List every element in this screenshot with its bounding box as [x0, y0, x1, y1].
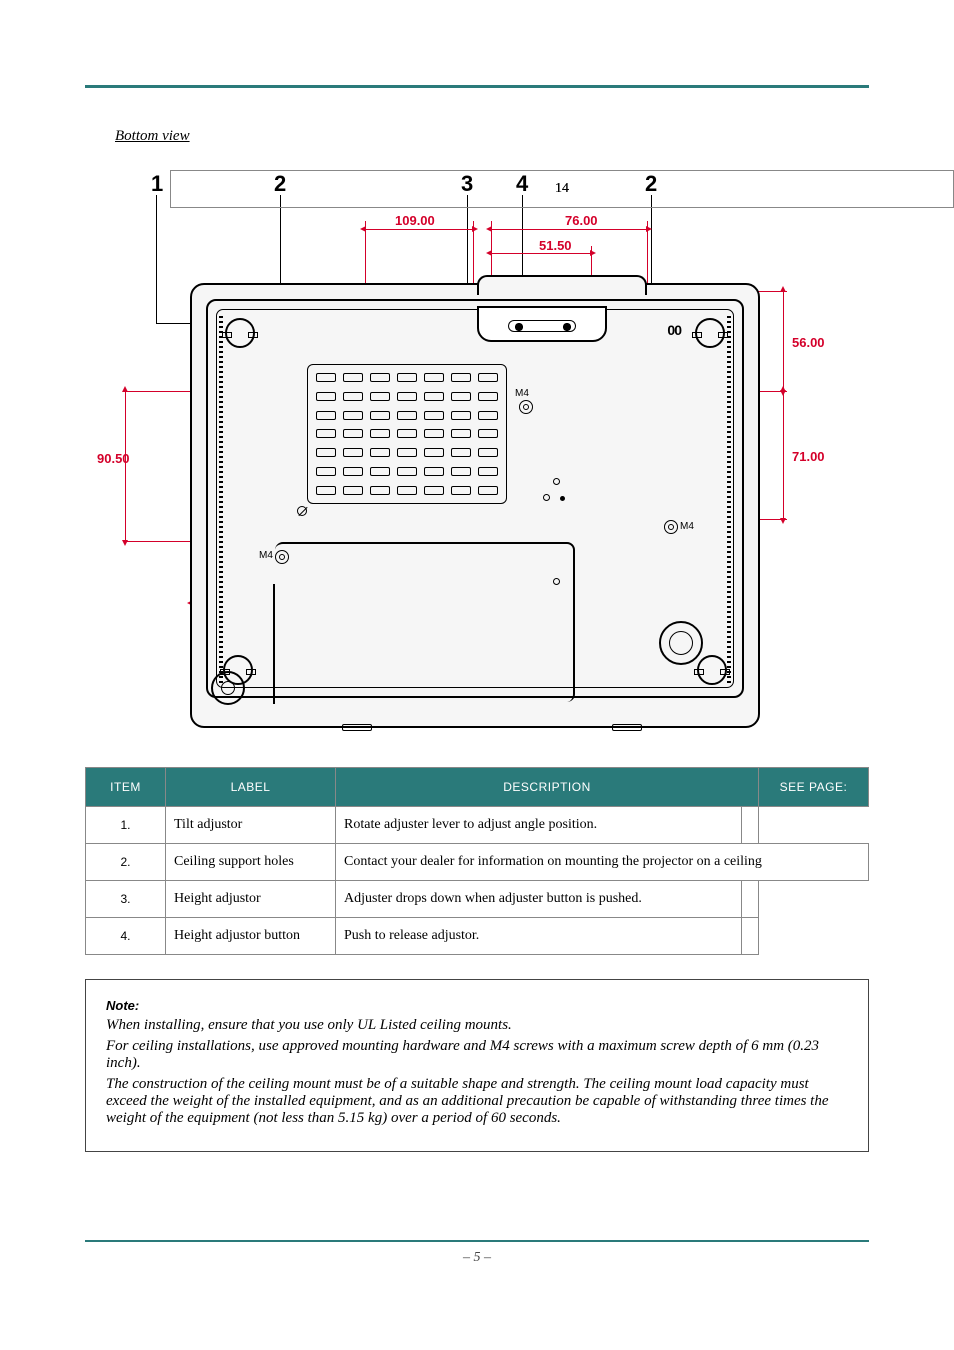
foot-r — [659, 621, 703, 665]
dimline-71 — [783, 391, 784, 519]
dim-76: 76.00 — [565, 213, 598, 228]
note-line-1: When installing, ensure that you use onl… — [106, 1017, 848, 1034]
mark-dot — [560, 496, 565, 501]
cell-item: 4. — [86, 918, 166, 955]
leader-1 — [156, 195, 157, 323]
cell-gap — [742, 807, 759, 844]
note-heading: Note: — [106, 998, 848, 1013]
mark-circle-3 — [553, 578, 560, 585]
m4-label-left: M4 — [259, 550, 273, 561]
cell-label: Ceiling support holes — [166, 844, 336, 881]
table-row: 3. Height adjustor Adjuster drops down w… — [86, 881, 869, 918]
dim-109: 109.00 — [395, 213, 435, 228]
dimline-90-5 — [125, 391, 126, 541]
top-cutout — [477, 275, 647, 295]
leader-4 — [522, 195, 523, 287]
callout-1: 1 — [151, 171, 163, 197]
header-rule — [85, 85, 869, 88]
note-line-3: The construction of the ceiling mount mu… — [106, 1076, 848, 1127]
right-ridge — [727, 316, 731, 686]
zero-label: 00 — [667, 322, 681, 338]
cell-page: 14 — [170, 170, 954, 208]
vent-grid-outline — [307, 364, 507, 504]
chassis-outline: M4 M4 M4 00 — [190, 283, 760, 728]
col-desc: DESCRIPTION — [336, 768, 759, 807]
cell-desc: Adjuster drops down when adjuster button… — [336, 881, 742, 918]
mark-ban — [297, 506, 307, 516]
ext-76-right — [647, 221, 648, 286]
cell-gap — [742, 918, 759, 955]
chassis-inner: M4 M4 M4 00 — [206, 299, 744, 698]
bottom-slot-l — [342, 724, 372, 731]
tilt-adjustor-tr — [695, 318, 725, 348]
dim-56: 56.00 — [792, 335, 825, 350]
cell-label: Height adjustor — [166, 881, 336, 918]
col-page: SEE PAGE: — [759, 768, 869, 807]
cell-desc: Rotate adjuster lever to adjust angle po… — [336, 807, 742, 844]
cell-item: 1. — [86, 807, 166, 844]
height-adjustor-button — [508, 320, 576, 332]
ceiling-hole-m4-right — [664, 520, 678, 534]
col-item: ITEM — [86, 768, 166, 807]
dim-71: 71.00 — [792, 449, 825, 464]
dimline-76 — [491, 229, 647, 230]
dim-51-5: 51.50 — [539, 238, 572, 253]
dimline-109 — [365, 229, 473, 230]
section-heading: Bottom view — [115, 128, 869, 145]
chassis-inner2: M4 M4 M4 00 — [216, 309, 734, 688]
height-adjustor-housing — [477, 306, 607, 342]
note-line-2: For ceiling installations, use approved … — [106, 1038, 848, 1072]
m4-label-right: M4 — [680, 521, 694, 532]
cell-item: 2. — [86, 844, 166, 881]
cell-desc-span: Contact your dealer for information on m… — [336, 844, 869, 881]
table-row: 2. Ceiling support holes Contact your de… — [86, 844, 869, 881]
tilt-adjustor-tl — [225, 318, 255, 348]
lamp-cover-outline — [275, 542, 575, 702]
table-row: 1. Tilt adjustor Rotate adjuster lever t… — [86, 807, 869, 844]
bottom-slot-r — [612, 724, 642, 731]
cell-gap — [742, 881, 759, 918]
footer-rule — [85, 1240, 869, 1242]
col-label: LABEL — [166, 768, 336, 807]
ceiling-hole-m4-top — [519, 400, 533, 414]
table-header-row: ITEM LABEL DESCRIPTION SEE PAGE: — [86, 768, 869, 807]
ceiling-hole-m4-left — [275, 550, 289, 564]
mark-circle-1 — [553, 478, 560, 485]
tilt-adjustor-br — [697, 655, 727, 685]
bottom-view-diagram: 1 2 3 4 2 109.00 76.00 51.50 56.00 71.00… — [85, 151, 869, 739]
left-ridge — [219, 316, 223, 686]
dimline-51-5 — [491, 253, 591, 254]
page-number: – 5 – — [0, 1250, 954, 1266]
cell-label: Height adjustor button — [166, 918, 336, 955]
cell-item: 3. — [86, 881, 166, 918]
mark-circle-2 — [543, 494, 550, 501]
dimline-56 — [783, 291, 784, 391]
m4-label-top: M4 — [515, 388, 529, 399]
cell-label: Tilt adjustor — [166, 807, 336, 844]
vent-grid — [316, 373, 498, 495]
note-box: Note: When installing, ensure that you u… — [85, 979, 869, 1152]
cell-desc: Push to release adjustor. — [336, 918, 742, 955]
foot-bl — [211, 671, 245, 705]
parts-table: ITEM LABEL DESCRIPTION SEE PAGE: 1. Tilt… — [85, 767, 869, 955]
table-row: 4. Height adjustor button Push to releas… — [86, 918, 869, 955]
